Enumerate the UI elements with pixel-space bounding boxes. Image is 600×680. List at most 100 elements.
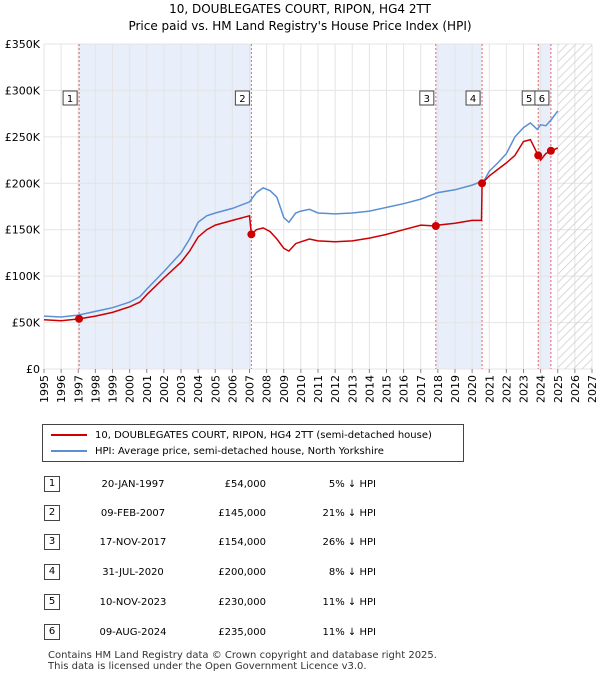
chart-subtitle: Price paid vs. HM Land Registry's House … <box>128 19 472 33</box>
x-tick-label: 2020 <box>466 375 479 403</box>
sale-marker-number: 5 <box>526 94 532 105</box>
y-tick-label: £300K <box>5 84 41 97</box>
table-row: 1 20-JAN-1997 £54,000 5% ↓ HPI <box>0 476 600 494</box>
table-row-number: 3 <box>44 534 60 550</box>
table-row-hpi: 21% ↓ HPI <box>322 508 376 519</box>
table-row-date: 20-JAN-1997 <box>101 479 165 490</box>
x-tick-label: 2011 <box>312 375 325 403</box>
x-tick-label: 1998 <box>89 375 102 403</box>
table-row-number: 1 <box>44 476 60 492</box>
x-tick-label: 2003 <box>175 375 188 403</box>
sale-marker-number: 3 <box>424 94 430 105</box>
sale-marker-box <box>62 90 78 106</box>
x-tick-label: 2026 <box>569 375 582 403</box>
y-tick-label: £250K <box>5 131 41 144</box>
table-row-number: 4 <box>44 564 60 580</box>
table-row: 2 09-FEB-2007 £145,000 21% ↓ HPI <box>0 505 600 523</box>
x-tick-label: 2027 <box>586 375 599 403</box>
x-tick-label: 2017 <box>415 375 428 403</box>
x-tick-label: 2004 <box>192 375 205 403</box>
x-tick-label: 2002 <box>158 375 171 403</box>
table-row-price: £145,000 <box>218 508 266 519</box>
sale-point <box>431 222 440 230</box>
x-tick-label: 2013 <box>346 375 359 403</box>
y-tick-label: £200K <box>5 177 41 190</box>
table-row-hpi: 11% ↓ HPI <box>322 597 376 608</box>
x-tick-label: 2000 <box>124 375 137 403</box>
x-tick-label: 2014 <box>363 375 376 403</box>
x-tick-label: 2012 <box>329 375 342 403</box>
table-row: 4 31-JUL-2020 £200,000 8% ↓ HPI <box>0 564 600 582</box>
table-row-hpi: 5% ↓ HPI <box>328 479 376 490</box>
sale-marker-box <box>419 90 435 106</box>
table-row-number: 2 <box>44 505 60 521</box>
table-row: 5 10-NOV-2023 £230,000 11% ↓ HPI <box>0 594 600 612</box>
sale-marker-number: 2 <box>239 94 245 105</box>
x-tick-label: 2015 <box>381 375 394 403</box>
table-row-hpi: 8% ↓ HPI <box>328 567 376 578</box>
legend-swatch-hpi <box>51 450 87 452</box>
table-row-number: 6 <box>44 624 60 640</box>
legend-item-property: 10, DOUBLEGATES COURT, RIPON, HG4 2TT (s… <box>51 428 432 442</box>
x-tick-label: 2006 <box>226 375 239 403</box>
table-row-date: 10-NOV-2023 <box>99 597 167 608</box>
y-tick-label: £100K <box>5 270 41 283</box>
sale-point <box>478 179 487 188</box>
x-tick-label: 1996 <box>55 375 68 403</box>
sale-period-shade <box>79 44 252 369</box>
chart-title: 10, DOUBLEGATES COURT, RIPON, HG4 2TT <box>169 2 431 16</box>
table-row-price: £154,000 <box>218 537 266 548</box>
table-row-date: 09-FEB-2007 <box>100 508 166 519</box>
legend: 10, DOUBLEGATES COURT, RIPON, HG4 2TT (s… <box>42 424 464 462</box>
footer-license: This data is licensed under the Open Gov… <box>48 661 367 672</box>
table-row-date: 17-NOV-2017 <box>99 537 167 548</box>
sale-point <box>75 314 84 323</box>
legend-label-property: 10, DOUBLEGATES COURT, RIPON, HG4 2TT (s… <box>95 429 432 441</box>
legend-item-hpi: HPI: Average price, semi-detached house,… <box>51 444 384 458</box>
table-row-price: £200,000 <box>218 567 266 578</box>
hpi-series-line <box>43 110 559 318</box>
x-tick-label: 2023 <box>518 375 531 403</box>
x-tick-label: 2019 <box>449 375 462 403</box>
sale-marker-number: 6 <box>539 94 545 105</box>
table-row-date: 31-JUL-2020 <box>102 567 164 578</box>
sale-point <box>534 151 543 160</box>
legend-label-hpi: HPI: Average price, semi-detached house,… <box>95 445 384 457</box>
sale-point <box>247 230 256 239</box>
x-tick-label: 2008 <box>261 375 274 403</box>
table-row-hpi: 26% ↓ HPI <box>322 537 376 548</box>
table-row-number: 5 <box>44 594 60 610</box>
table-row-hpi: 11% ↓ HPI <box>322 627 376 638</box>
x-tick-label: 2010 <box>295 375 308 403</box>
sale-point <box>546 146 555 155</box>
sale-marker-number: 1 <box>67 94 73 105</box>
x-tick-label: 2022 <box>500 375 513 403</box>
sale-marker-box <box>234 90 250 106</box>
x-tick-label: 2016 <box>398 375 411 403</box>
y-tick-label: £0 <box>26 363 40 376</box>
table-row: 3 17-NOV-2017 £154,000 26% ↓ HPI <box>0 534 600 552</box>
y-tick-label: £350K <box>5 38 41 51</box>
x-tick-label: 2005 <box>209 375 222 403</box>
x-tick-label: 2024 <box>535 375 548 403</box>
y-tick-label: £50K <box>12 317 41 330</box>
x-tick-label: 2025 <box>552 375 565 403</box>
x-tick-label: 2021 <box>483 375 496 403</box>
x-tick-label: 2007 <box>244 375 257 403</box>
x-tick-label: 1999 <box>107 375 120 403</box>
footer: Contains HM Land Registry data © Crown c… <box>48 650 437 672</box>
x-tick-label: 1995 <box>38 375 51 403</box>
x-tick-label: 1997 <box>72 375 85 403</box>
sale-marker-box <box>465 90 481 106</box>
table-row: 6 09-AUG-2024 £235,000 11% ↓ HPI <box>0 624 600 642</box>
property-series-line <box>43 138 559 322</box>
sale-marker-box <box>534 90 550 106</box>
sale-marker-number: 4 <box>470 94 476 105</box>
footer-copyright: Contains HM Land Registry data © Crown c… <box>48 650 437 661</box>
table-row-price: £235,000 <box>218 627 266 638</box>
legend-swatch-property <box>51 434 87 436</box>
table-row-date: 09-AUG-2024 <box>99 627 167 638</box>
table-row-price: £54,000 <box>224 479 266 490</box>
projection-area <box>557 44 592 369</box>
